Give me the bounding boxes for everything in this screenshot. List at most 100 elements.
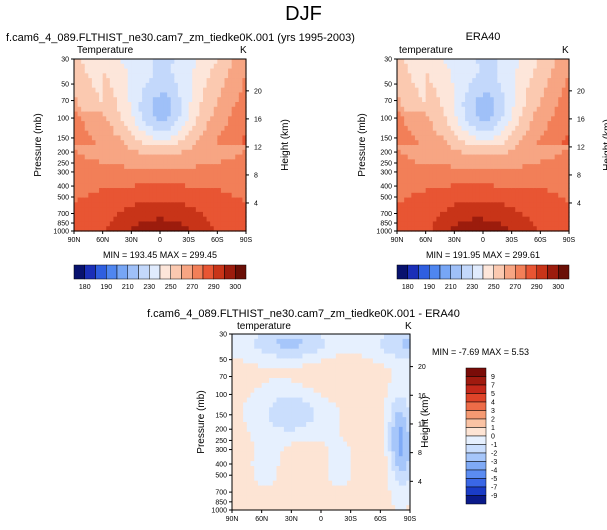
obs-contour-cell [540, 145, 545, 151]
obs-contour-cell [497, 87, 502, 94]
obs-contour-cell [522, 106, 527, 113]
model-contour-cell [145, 73, 150, 79]
model-contour-cell [81, 63, 86, 70]
model-contour-cell [99, 145, 104, 151]
diff-contour-cell [328, 348, 333, 355]
obs-contour-cell [436, 159, 441, 165]
model-contour-cell [99, 116, 104, 122]
diff-contour-cell [324, 382, 330, 389]
diff-contour-cell [269, 368, 274, 374]
diff-contour-cell [276, 348, 281, 355]
model-contour-cell [124, 149, 129, 156]
model-contour-cell [228, 188, 233, 194]
model-contour-cell [120, 125, 125, 132]
diff-contour-cell [350, 353, 355, 360]
obs-contour-cell [518, 145, 524, 151]
model-contour-cell [206, 159, 211, 165]
obs-contour-cell [429, 192, 434, 199]
model-contour-cell [174, 106, 179, 113]
diff-contour-cell [358, 505, 363, 511]
model-contour-cell [81, 78, 86, 84]
obs-contour-cell [404, 111, 409, 117]
diff-contour-cell [317, 495, 322, 501]
obs-contour-cell [497, 68, 502, 74]
obs-contour-cell [422, 116, 427, 122]
model-contour-cell [185, 73, 190, 79]
obs-contour-cell [432, 82, 438, 89]
obs-contour-cell [536, 102, 541, 108]
model-contour-cell [138, 211, 143, 218]
obs-contour-cell [518, 154, 524, 160]
model-contour-cell [134, 178, 140, 184]
obs-contour-cell [400, 63, 405, 70]
obs-contour-cell [400, 106, 405, 113]
diff-contour-cell [306, 382, 311, 389]
model-contour-cell [106, 97, 111, 103]
model-contour-cell [192, 178, 197, 184]
diff-contour-cell [321, 422, 326, 428]
diff-contour-cell [328, 392, 333, 399]
obs-contour-cell [522, 183, 527, 189]
obs-contour-cell [440, 178, 445, 184]
model-contour-cell [95, 159, 100, 165]
diff-contour-cell [246, 363, 252, 369]
obs-contour-cell [425, 145, 430, 151]
diff-contour-cell [346, 470, 352, 477]
model-contour-cell [185, 188, 190, 194]
model-contour-cell [120, 226, 125, 232]
model-contour-cell [95, 207, 100, 213]
model-contour-cell [84, 140, 89, 146]
diff-contour-cell [235, 470, 241, 477]
obs-contour-cell [540, 135, 545, 141]
model-contour-cell [235, 207, 240, 213]
obs-contour-cell [440, 97, 445, 103]
model-contour-cell [210, 221, 215, 227]
diff-contour-cell [306, 338, 311, 345]
diff-contour-cell [272, 417, 278, 423]
diff-contour-cell [239, 446, 244, 452]
diff-contour-cell [232, 373, 237, 379]
diff-contour-cell [254, 490, 259, 496]
obs-contour-cell [561, 59, 567, 65]
obs-contour-cell [440, 168, 445, 175]
model-contour-cell [199, 188, 204, 194]
diff-contour-cell [358, 461, 363, 467]
obs-contour-cell [432, 145, 438, 151]
obs-contour-cell [479, 211, 484, 218]
obs-contour-cell [450, 226, 455, 232]
diff-contour-cell [276, 456, 281, 462]
diff-contour-cell [365, 348, 370, 355]
obs-contour-cell [461, 140, 466, 146]
diff-contour-cell [250, 402, 255, 408]
obs-contour-cell [447, 73, 452, 79]
obs-contour-cell [526, 154, 531, 160]
obs-contour-cell [425, 197, 430, 203]
obs-contour-cell [404, 216, 409, 223]
obs-contour-cell [500, 106, 506, 113]
obs-contour-cell [440, 102, 445, 108]
model-contour-cell [138, 178, 143, 184]
model-contour-cell [117, 216, 122, 223]
model-contour-cell [160, 173, 165, 180]
diff-contour-cell [283, 480, 289, 487]
diff-contour-cell [235, 378, 241, 384]
obs-contour-cell [407, 97, 412, 103]
diff-contour-cell [361, 363, 367, 369]
model-contour-cell [84, 59, 89, 65]
obs-contour-cell [465, 202, 470, 208]
obs-contour-cell [558, 226, 563, 232]
diff-contour-cell [335, 475, 341, 482]
obs-contour-cell [554, 159, 559, 165]
diff-contour-cell [257, 436, 263, 443]
model-contour-cell [192, 140, 197, 146]
model-contour-cell [156, 168, 161, 175]
model-contour-cell [203, 87, 208, 94]
diff-contour-cell [306, 353, 311, 360]
obs-contour-cell [440, 116, 445, 122]
obs-contour-cell [425, 168, 430, 175]
model-contour-cell [213, 59, 218, 65]
diff-contour-cell [324, 451, 330, 457]
diff-contour-cell [317, 387, 322, 394]
diff-contour-cell [239, 373, 244, 379]
diff-contour-field [232, 334, 411, 511]
